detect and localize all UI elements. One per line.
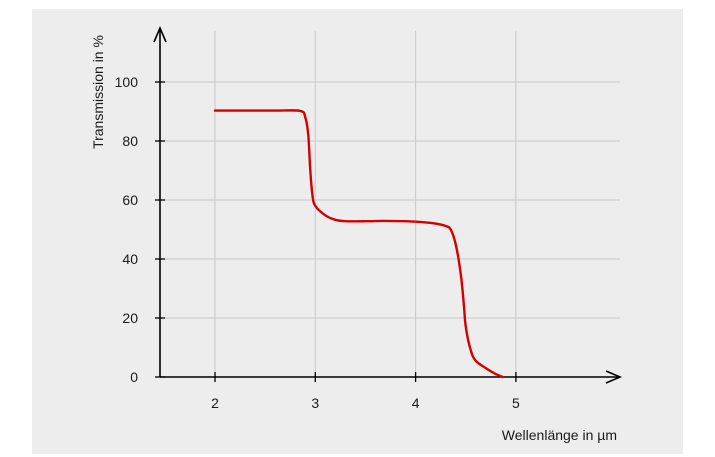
y-tick-label: 40 [122, 251, 138, 267]
chart-panel [32, 9, 683, 454]
x-axis-arrow [605, 370, 623, 384]
x-tick-label: 5 [512, 395, 520, 411]
x-axis-title: Wellenlänge in µm [502, 427, 617, 443]
tick-labels: 2 3 4 5 0 20 40 60 80 100 [115, 74, 520, 411]
axes [153, 25, 623, 384]
y-tick-label: 20 [122, 310, 138, 326]
y-tick-label: 100 [115, 74, 139, 90]
y-tick-label: 60 [122, 192, 138, 208]
y-axis-title: Transmission in % [90, 35, 106, 149]
x-tick-label: 2 [211, 395, 219, 411]
x-tick-label: 3 [311, 395, 319, 411]
x-tick-label: 4 [412, 395, 420, 411]
transmission-series-line [213, 109, 505, 379]
y-tick-label: 0 [130, 369, 138, 385]
y-axis-arrow [153, 25, 167, 43]
y-tick-label: 80 [122, 133, 138, 149]
grid [160, 31, 620, 377]
series-layer [213, 109, 505, 379]
